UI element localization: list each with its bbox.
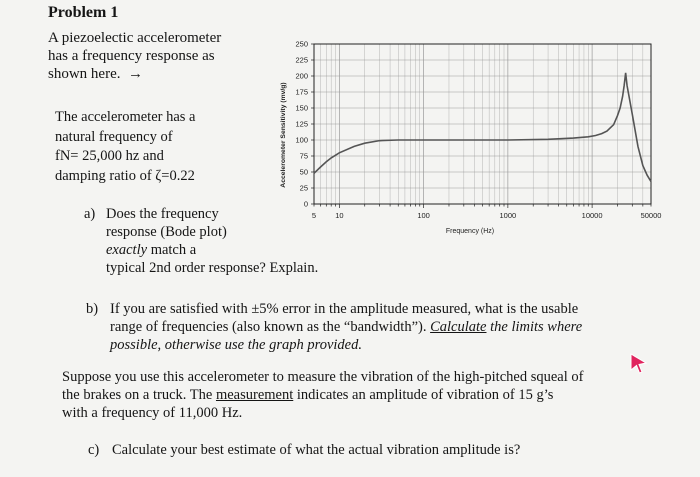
y-axis-label: Accelerometer Sensitivity (mv/g) — [280, 82, 287, 187]
y-tick-label: 250 — [295, 40, 308, 49]
x-tick-label: 100 — [417, 211, 430, 220]
y-tick-label: 50 — [300, 168, 308, 177]
question-a-line-3-rest: match a — [147, 242, 197, 258]
question-b-line-2: range of frequencies (also known as the … — [86, 318, 582, 336]
y-tick-label: 100 — [295, 136, 308, 145]
x-axis-label: Frequency (Hz) — [446, 228, 494, 235]
y-tick-label: 125 — [295, 120, 308, 129]
question-a-line-3: exactly match a — [84, 241, 318, 259]
info-line-3: fN= 25,000 hz and — [55, 148, 164, 164]
exactly-word: exactly — [106, 242, 148, 258]
question-b-line-2-plain: range of frequencies (also known as the … — [110, 319, 431, 335]
x-tick-label: 10 — [335, 211, 343, 220]
question-c-text: Calculate your best estimate of what the… — [112, 442, 521, 458]
measurement-word: measurement — [215, 387, 294, 403]
intro-line-2: has a frequency response as — [48, 48, 215, 64]
question-b-line-2-italic: the limits where — [486, 319, 583, 335]
scenario-line-2-pre: the brakes on a truck. The — [62, 387, 216, 403]
question-a-label: a) — [84, 206, 96, 222]
question-a-line-4: typical 2nd order response? Explain. — [106, 260, 319, 276]
problem-intro: A piezoelectic accelerometer has a frequ… — [48, 29, 221, 83]
question-b-line-3: possible, otherwise use the graph provid… — [110, 337, 362, 353]
frequency-response-chart: 0 25 50 75 100 125 150 175 200 225 250 5 10 100 1000 1… — [280, 40, 662, 236]
intro-line-1: A piezoelectic accelerometer — [48, 30, 222, 46]
question-b: b) If you are satisfied with ±5% error in… — [86, 300, 582, 354]
scenario-line-2-post: indicates an amplitude of vibration of 1… — [293, 387, 554, 403]
scenario: Suppose you use this accelerometer to me… — [62, 368, 583, 422]
x-tick-labels: 5 10 100 1000 10000 50000 — [312, 211, 662, 220]
question-a: a) Does the frequency response (Bode plot… — [84, 205, 318, 277]
x-tick-label: 50000 — [641, 211, 662, 220]
info-line-2: natural frequency of — [55, 128, 173, 145]
x-tick-label: 5 — [312, 211, 316, 220]
scenario-line-2: the brakes on a truck. The measurement i… — [62, 386, 583, 404]
y-tick-label: 150 — [295, 104, 308, 113]
question-c: c) Calculate your best estimate of what t… — [88, 442, 520, 459]
info-line-1: The accelerometer has a — [55, 109, 196, 125]
x-tick-label: 10000 — [582, 211, 603, 220]
y-tick-labels: 0 25 50 75 100 125 150 175 200 225 250 — [295, 40, 314, 209]
question-c-label: c) — [88, 442, 100, 458]
y-tick-label: 25 — [300, 184, 308, 193]
problem-title: Problem 1 — [48, 4, 119, 21]
question-b-line-1: b) If you are satisfied with ±5% error in… — [86, 300, 582, 318]
y-tick-label: 200 — [295, 72, 308, 81]
response-curve — [313, 72, 652, 183]
intro-line-3: shown here. → — [48, 65, 221, 83]
question-a-line-2: response (Bode plot) — [106, 224, 227, 240]
question-a-line-1: a) Does the frequency — [84, 205, 318, 223]
accelerometer-info: The accelerometer has a natural frequenc… — [55, 108, 195, 186]
question-a-text-1: Does the frequency — [106, 206, 219, 222]
y-tick-label: 75 — [300, 152, 308, 161]
y-tick-label: 225 — [295, 56, 308, 65]
scenario-line-3: with a frequency of 11,000 Hz. — [62, 405, 243, 421]
y-tick-label: 175 — [295, 88, 308, 97]
mouse-pointer-icon — [630, 353, 648, 374]
question-b-label: b) — [86, 301, 99, 317]
right-arrow-icon: → — [127, 66, 143, 82]
chart-grid — [313, 43, 652, 208]
calculate-word: Calculate — [430, 319, 487, 335]
intro-line-3-text: shown here. — [48, 66, 121, 82]
info-line-4: damping ratio of ζ=0.22 — [55, 167, 195, 184]
x-tick-label: 1000 — [500, 211, 517, 220]
y-tick-label: 0 — [304, 200, 308, 209]
question-b-text-1: If you are satisfied with ±5% error in t… — [110, 301, 579, 317]
scenario-line-1: Suppose you use this accelerometer to me… — [62, 369, 584, 385]
